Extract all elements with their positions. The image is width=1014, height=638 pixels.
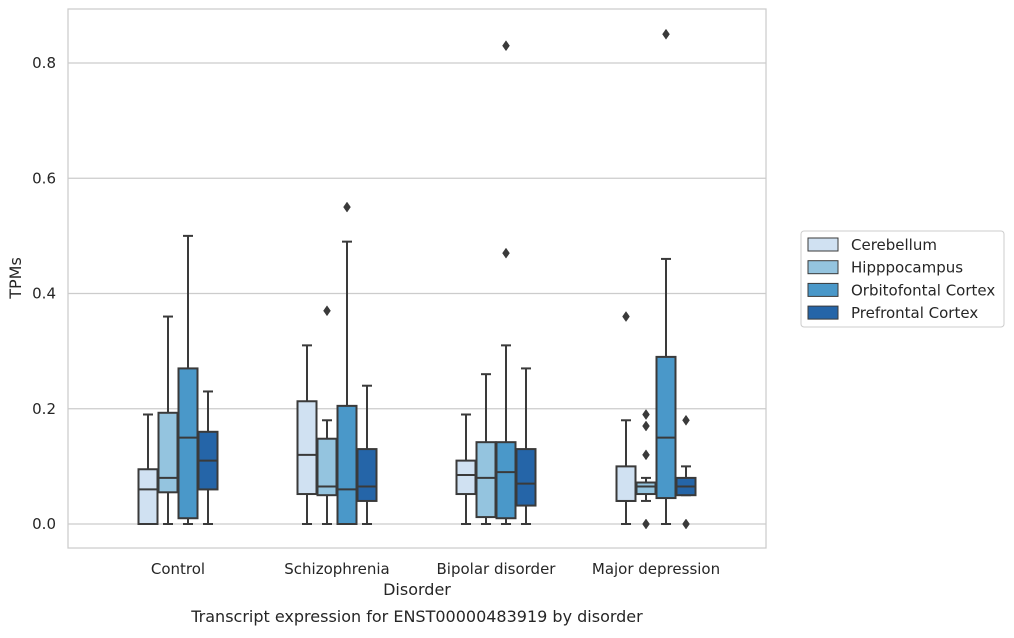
x-tick-label: Major depression bbox=[592, 560, 720, 578]
x-tick-label: Schizophrenia bbox=[284, 560, 389, 578]
y-tick-label: 0.6 bbox=[32, 169, 56, 187]
box-1-1 bbox=[316, 305, 338, 525]
box-2-0 bbox=[455, 413, 477, 525]
y-tick-label: 0.0 bbox=[32, 515, 56, 533]
box-iqr bbox=[356, 448, 378, 502]
box-1-3 bbox=[356, 384, 378, 525]
legend-swatch bbox=[807, 237, 839, 252]
x-tick-label: Control bbox=[151, 560, 205, 578]
chart-caption: Transcript expression for ENST0000048391… bbox=[190, 607, 643, 626]
y-tick-label: 0.2 bbox=[32, 400, 56, 418]
box-iqr bbox=[515, 448, 537, 507]
outlier-point bbox=[502, 40, 510, 52]
x-tick-labels: Control Schizophrenia Bipolar disorder Majo… bbox=[151, 560, 720, 578]
outlier-point bbox=[343, 201, 351, 213]
legend-swatch bbox=[807, 282, 839, 297]
x-axis-label: Disorder bbox=[383, 580, 451, 599]
box-iqr bbox=[635, 481, 657, 496]
outlier-point bbox=[622, 311, 630, 322]
box-iqr bbox=[495, 441, 517, 520]
legend-label: Prefrontal Cortex bbox=[851, 304, 978, 322]
box-iqr bbox=[475, 441, 497, 519]
y-axis-label: TPMs bbox=[6, 257, 25, 300]
boxes bbox=[137, 28, 697, 530]
box-2-2 bbox=[495, 40, 517, 525]
outlier-point bbox=[642, 518, 650, 530]
outlier-point bbox=[642, 420, 650, 432]
legend-swatch bbox=[807, 260, 839, 275]
box-iqr bbox=[655, 355, 677, 500]
box-1-0 bbox=[296, 344, 318, 525]
box-0-0 bbox=[137, 413, 159, 526]
outlier-point bbox=[682, 518, 690, 530]
y-tick-label: 0.8 bbox=[32, 54, 56, 72]
outlier-point bbox=[502, 247, 510, 259]
plot-frame bbox=[67, 8, 767, 549]
box-iqr bbox=[455, 459, 477, 496]
box-iqr bbox=[157, 411, 179, 494]
legend-swatch bbox=[807, 305, 839, 320]
x-tick-label: Bipolar disorder bbox=[437, 560, 557, 578]
box-iqr bbox=[296, 400, 318, 496]
outlier-point bbox=[323, 305, 331, 317]
y-tick-label: 0.4 bbox=[32, 285, 56, 303]
box-iqr bbox=[336, 404, 358, 525]
box-2-1 bbox=[475, 373, 497, 525]
y-tick-labels: 0.0 0.2 0.4 0.6 0.8 bbox=[32, 54, 56, 533]
box-iqr bbox=[137, 468, 159, 526]
box-3-2 bbox=[655, 28, 677, 525]
outlier-point bbox=[642, 409, 650, 420]
legend-label: Orbitofontal Cortex bbox=[851, 281, 995, 299]
box-3-3 bbox=[675, 414, 697, 530]
box-2-3 bbox=[515, 367, 537, 525]
box-iqr bbox=[615, 465, 637, 502]
legend: Cerebellum Hipppocampus Orbitofontal Corte… bbox=[800, 230, 1005, 328]
legend-label: Hipppocampus bbox=[851, 259, 963, 277]
legend-label: Cerebellum bbox=[851, 236, 937, 254]
outlier-point bbox=[682, 414, 690, 426]
box-0-3 bbox=[197, 390, 219, 525]
box-iqr bbox=[177, 367, 199, 520]
outlier-point bbox=[662, 28, 670, 40]
legend-frame bbox=[800, 230, 1005, 328]
outlier-point bbox=[642, 449, 650, 461]
